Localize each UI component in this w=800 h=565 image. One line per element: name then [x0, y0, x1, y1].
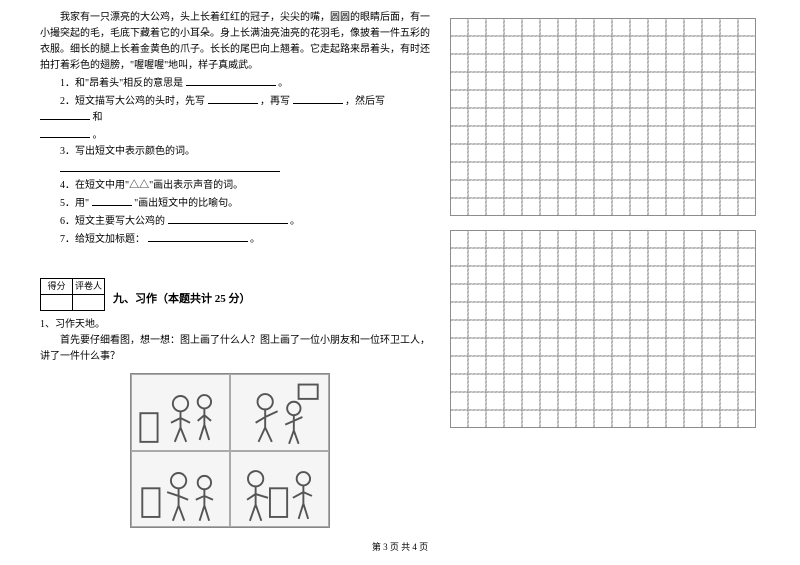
q5-end: "画出短文中的比喻句。	[134, 198, 238, 209]
q6-text: 6．短文主要写大公鸡的	[60, 216, 165, 227]
comic-panel-3	[131, 451, 230, 528]
section-9-title: 九、习作（本题共计 25 分）	[113, 291, 251, 311]
left-column: 我家有一只漂亮的大公鸡，头上长着红红的冠子，尖尖的嘴，圆圆的眼睛后面，有一小撮突…	[40, 10, 430, 528]
q7-blank[interactable]	[148, 232, 248, 242]
q2-text: 2．短文描写大公鸡的头时，先写	[60, 96, 205, 107]
question-3-blank-line	[40, 162, 430, 178]
question-1: 1．和"昂着头"相反的意思是 。	[40, 76, 430, 92]
question-3: 3．写出短文中表示颜色的词。	[40, 144, 430, 160]
q2-blank1[interactable]	[208, 94, 258, 104]
q6-blank[interactable]	[168, 214, 288, 224]
q1-end: 。	[278, 78, 288, 89]
passage-text: 我家有一只漂亮的大公鸡，头上长着红红的冠子，尖尖的嘴，圆圆的眼睛后面，有一小撮突…	[40, 10, 430, 74]
question-7: 7．给短文加标题： 。	[40, 232, 430, 248]
comic-image	[130, 373, 330, 528]
writing-section: 1、习作天地。 首先要仔细看图，想一想：图上画了什么人？图上画了一位小朋友和一位…	[40, 317, 430, 365]
q2-blank4[interactable]	[40, 128, 90, 138]
q5-blank[interactable]	[92, 196, 132, 206]
q2-blank3[interactable]	[40, 110, 90, 120]
question-5: 5．用" "画出短文中的比喻句。	[40, 196, 430, 212]
q5-text: 5．用"	[60, 198, 89, 209]
score-header-1: 得分	[41, 279, 73, 295]
q3-blank[interactable]	[60, 162, 280, 172]
writing-item-1: 1、习作天地。	[40, 317, 430, 333]
q1-blank[interactable]	[186, 76, 276, 86]
q2-end: 。	[93, 130, 103, 141]
q2-blank2[interactable]	[293, 94, 343, 104]
comic-panel-1	[131, 374, 230, 451]
q7-text: 7．给短文加标题：	[60, 234, 145, 245]
writing-item-1-body: 首先要仔细看图，想一想：图上画了什么人？图上画了一位小朋友和一位环卫工人，讲了一…	[40, 333, 430, 365]
score-header-2: 评卷人	[73, 279, 105, 295]
question-2: 2．短文描写大公鸡的头时，先写 ，再写 ，然后写 和	[40, 94, 430, 126]
right-column	[450, 10, 760, 528]
comic-panel-4	[230, 451, 329, 528]
q6-end: 。	[290, 216, 300, 227]
score-section: 得分 评卷人 九、习作（本题共计 25 分）	[40, 278, 430, 311]
q2-mid3: 和	[93, 112, 103, 123]
q7-end: 。	[250, 234, 260, 245]
score-table: 得分 评卷人	[40, 278, 105, 311]
question-2-line2: 。	[40, 128, 430, 144]
q2-mid1: ，再写	[260, 96, 290, 107]
score-cell-2[interactable]	[73, 295, 105, 311]
writing-grid-2[interactable]	[450, 230, 760, 428]
page-footer: 第 3 页 共 4 页	[0, 540, 800, 553]
question-4: 4．在短文中用"△△"画出表示声音的词。	[40, 178, 430, 194]
q2-mid2: ，然后写	[345, 96, 385, 107]
writing-grid-1[interactable]	[450, 18, 760, 216]
score-cell-1[interactable]	[41, 295, 73, 311]
question-6: 6．短文主要写大公鸡的 。	[40, 214, 430, 230]
comic-panel-2	[230, 374, 329, 451]
q1-text: 1．和"昂着头"相反的意思是	[60, 78, 183, 89]
